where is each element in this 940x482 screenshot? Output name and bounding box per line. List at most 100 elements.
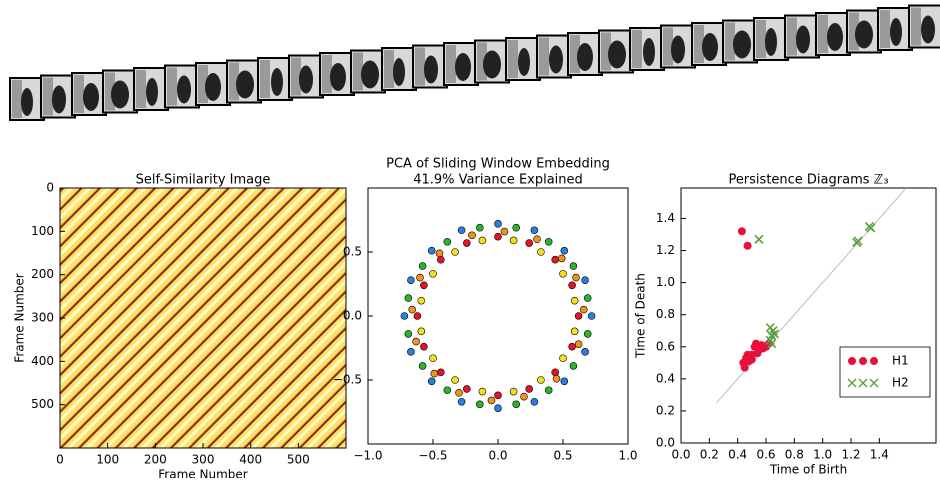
film-frame-figure [299,65,313,94]
point [478,387,487,396]
point [400,312,409,320]
film-frame-shade [353,52,363,91]
point [407,276,415,284]
point [427,246,436,255]
film-frame-shade [322,55,332,93]
film-frame-shade [570,35,580,73]
film-frame-figure [205,73,221,101]
point [512,400,521,409]
point [520,392,528,401]
film-frame-shade [911,7,921,46]
film-frame-figure [518,48,530,76]
point [569,362,578,370]
point [443,386,452,395]
x-tick-label: 300 [192,453,215,467]
point [765,322,775,333]
film-frame-figure [483,50,501,79]
point [753,349,762,358]
legend-marker [858,378,868,388]
film-frame-shade [136,70,146,108]
point [525,239,534,247]
point [478,236,487,245]
film-frame-figure [890,18,902,46]
film-frame-shade [198,65,208,103]
film-frame-figure [577,43,593,71]
film-frame-shade [105,72,115,111]
film-frame-shade [12,80,22,118]
y-tick-label: 500 [31,397,54,411]
point [537,376,545,384]
point [512,223,521,232]
point [404,294,413,302]
point [462,385,471,393]
legend-box [839,346,931,398]
point [420,342,428,351]
x-tick-label: 0.0 [671,448,690,462]
y-tick-label: 0.5 [343,245,362,259]
point [494,220,502,228]
x-tick-label: 400 [239,453,262,467]
film-frame-shade [167,67,177,106]
point [559,269,567,278]
point [560,377,569,386]
x-tick-label: 0.8 [785,448,804,462]
point [752,339,761,348]
film-frame-figure [361,60,379,89]
x-tick-label: 1.2 [841,448,860,462]
point [740,363,749,372]
legend-marker [859,357,867,365]
x-tick-label: 0.0 [488,449,507,463]
point [418,362,427,370]
film-frame-figure [111,80,129,109]
point [866,223,876,233]
film-frame-shade [43,77,53,116]
film-frame-shade [601,32,611,71]
point [537,248,545,256]
point [500,227,509,236]
y-tick-label: 0 [46,181,54,195]
point [418,262,427,270]
legend-label: H1 [892,354,909,368]
x-tick-label: 0.5 [553,449,572,463]
film-frame-shade [849,12,859,51]
point [769,329,780,339]
y-tick-label: 200 [31,267,54,281]
point [581,348,589,356]
point [468,231,476,240]
point [572,273,580,282]
chart-title: Persistence Diagrams ℤ₃ [728,173,888,188]
point [404,330,413,338]
film-frame-shade [260,60,270,98]
plot-frame [680,187,937,444]
film-frame-figure [424,55,438,84]
point [552,374,561,383]
point [429,269,437,278]
point [462,239,471,247]
point [436,368,445,377]
x-tick-label: 0.2 [700,448,719,462]
film-frame-shade [508,40,518,78]
film-frame-figure [52,85,66,114]
film-frame-figure [671,35,685,64]
point [581,276,589,284]
point [408,305,417,314]
point [455,388,463,397]
film-frame-shade [229,62,239,101]
x-tick-label: 200 [144,453,167,467]
point [569,262,578,270]
y-tick-label: 0.0 [656,436,675,450]
point [457,397,466,406]
film-frame-shade [663,27,673,66]
point [767,339,777,349]
point [544,386,553,395]
film-strip [9,4,940,121]
point [457,226,466,235]
point [544,237,553,246]
point [525,385,534,393]
film-frame-shade [725,22,735,61]
film-frame-shade [787,17,797,56]
point [494,391,502,400]
film-frame-figure [921,15,935,44]
